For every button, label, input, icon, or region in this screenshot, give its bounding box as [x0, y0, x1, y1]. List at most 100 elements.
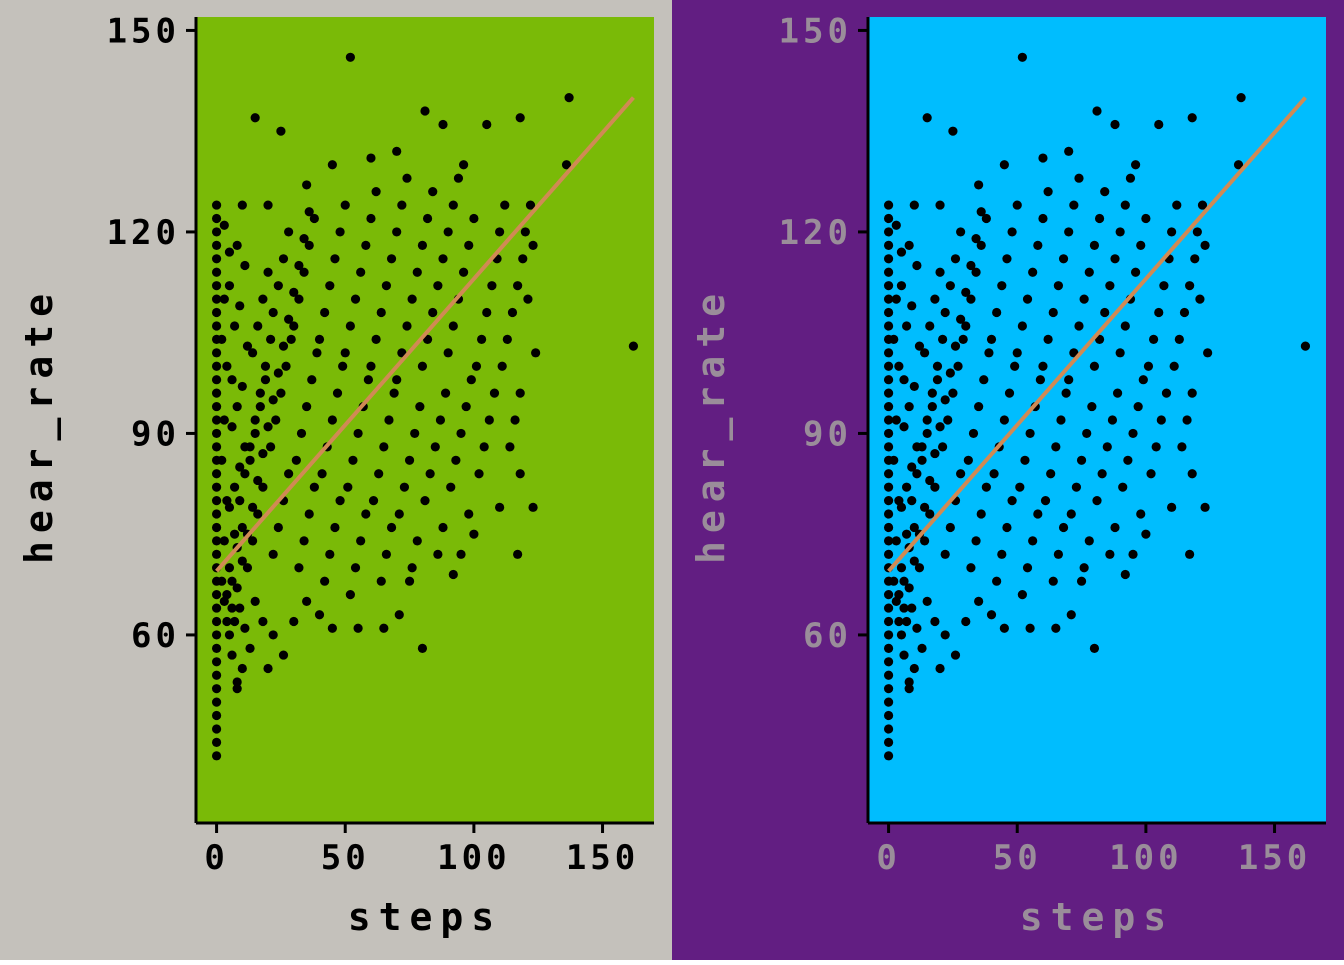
scatter-point [291, 455, 301, 465]
scatter-point [296, 428, 307, 439]
scatter-point [211, 643, 222, 653]
scatter-point [245, 442, 255, 452]
scatter-point [484, 415, 494, 425]
scatter-point [883, 657, 894, 667]
scatter-point [433, 549, 443, 559]
scatter-point [945, 281, 955, 291]
scatter-point [889, 455, 899, 465]
scatter-point [891, 596, 901, 606]
scatter-point [211, 401, 222, 412]
scatter-point [883, 536, 894, 546]
scatter-point [883, 200, 894, 210]
scatter-point [914, 341, 925, 351]
scatter-point [883, 348, 894, 358]
scatter-point [211, 603, 222, 613]
scatter-point [922, 415, 932, 425]
scatter-point [325, 281, 335, 291]
scatter-point [1048, 307, 1058, 318]
scatter-point [1185, 549, 1195, 559]
scatter-point [1048, 576, 1058, 586]
scatter-point [392, 227, 402, 237]
scatter-point [1051, 623, 1061, 633]
scatter-point [1110, 522, 1120, 533]
scatter-point [273, 368, 283, 378]
scatter-point [891, 536, 901, 546]
scatter-point [1089, 361, 1100, 371]
scatter-point [1159, 281, 1169, 291]
scatter-point [219, 596, 229, 606]
scatter-point [397, 200, 407, 210]
scatter-point [211, 307, 222, 318]
scatter-point [350, 294, 361, 304]
scatter-point [433, 281, 443, 291]
scatter-point [883, 724, 894, 734]
scatter-point [497, 361, 507, 371]
scatter-point [294, 260, 304, 271]
scatter-point [925, 509, 935, 519]
scatter-point [920, 502, 930, 512]
scatter-point [1120, 200, 1130, 210]
scatter-point [340, 348, 350, 358]
scatter-point [935, 663, 945, 674]
scatter-point [458, 160, 469, 170]
scatter-point [930, 482, 940, 492]
scatter-point [883, 307, 894, 318]
scatter-point [935, 200, 945, 210]
scatter-point [904, 677, 914, 687]
scatter-point [907, 603, 917, 613]
scatter-point [384, 415, 394, 425]
scatter-point [1038, 361, 1048, 371]
scatter-point [260, 361, 271, 371]
scatter-point [211, 536, 222, 546]
scatter-point [1130, 160, 1141, 170]
scatter-point [356, 536, 366, 546]
scatter-point [227, 603, 237, 613]
scatter-point [320, 307, 330, 318]
scatter-point [907, 301, 917, 311]
scatter-point [229, 616, 240, 627]
scatter-point [935, 267, 945, 277]
scatter-point [211, 590, 222, 600]
y-tick-label: 90 [803, 414, 852, 454]
scatter-point [883, 482, 894, 492]
scatter-point [353, 623, 363, 633]
scatter-point [211, 254, 222, 264]
scatter-point [966, 260, 976, 271]
y-axis-title: hear_rate [689, 286, 733, 564]
scatter-point [909, 200, 919, 210]
scatter-point [211, 361, 222, 371]
scatter-point [268, 395, 278, 405]
scatter-point [224, 247, 235, 257]
scatter-point [1094, 334, 1105, 344]
scatter-point [961, 616, 971, 627]
scatter-point [1128, 549, 1138, 559]
chart-panel-right: 60 90 120 150 0 50 100 150 steps hear_rate [672, 0, 1344, 960]
scatter-point [958, 334, 968, 344]
scatter-point [289, 321, 299, 331]
scatter-point [253, 321, 263, 331]
scatter-point [389, 388, 399, 398]
scatter-point [317, 469, 327, 479]
scatter-point [976, 509, 986, 519]
scatter-point [883, 428, 894, 439]
scatter-point [495, 227, 505, 237]
scatter-point [1017, 52, 1027, 62]
scatter-point [340, 200, 350, 210]
scatter-point [1064, 375, 1074, 385]
scatter-point [1064, 146, 1074, 156]
scatter-point [232, 401, 242, 412]
scatter-point [894, 361, 904, 371]
scatter-point [935, 422, 945, 432]
scatter-point [1033, 240, 1043, 250]
scatter-point [273, 522, 283, 533]
scatter-point [932, 375, 943, 385]
scatter-point [912, 623, 922, 633]
scatter-point [1190, 254, 1200, 264]
scatter-point [232, 684, 242, 694]
scatter-point [899, 375, 909, 385]
scatter-point [1110, 119, 1120, 130]
scatter-point [948, 388, 958, 398]
scatter-point [338, 361, 348, 371]
scatter-point [448, 569, 458, 580]
scatter-point [883, 616, 894, 627]
